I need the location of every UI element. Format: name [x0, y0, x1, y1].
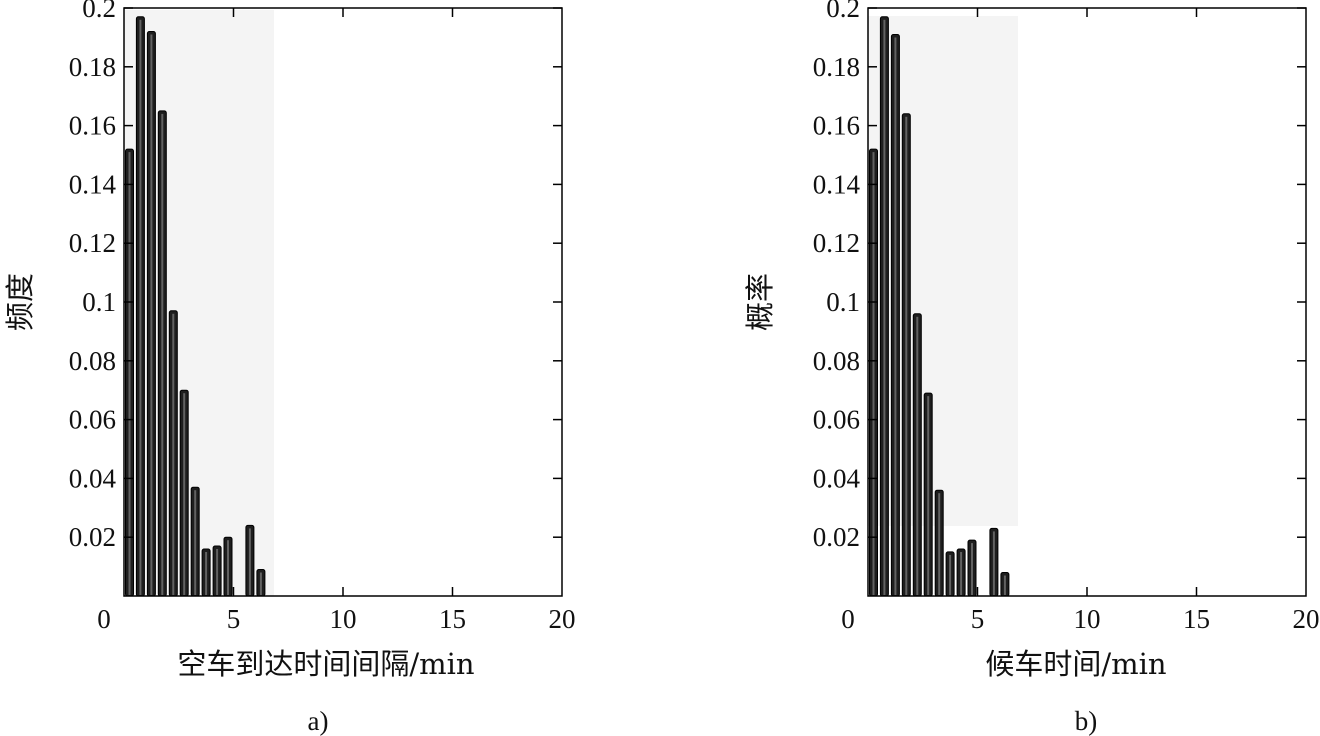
- bar-highlight: [128, 152, 131, 595]
- y-tick-label: 0.08: [69, 346, 116, 376]
- x-tick-label: 0: [841, 604, 855, 634]
- y-tick-label: 0.06: [69, 405, 116, 435]
- bar-highlight: [216, 549, 219, 595]
- bar-highlight: [894, 37, 897, 595]
- bar-highlight: [1003, 575, 1006, 595]
- bar-highlight: [905, 116, 908, 596]
- y-tick-label: 0.12: [69, 228, 116, 258]
- x-axis-ticks: 0 5 10 15 20: [97, 8, 576, 634]
- bar-highlight: [949, 554, 952, 595]
- y-tick-label: 0.12: [813, 228, 860, 258]
- y-tick-label: 0.2: [826, 0, 860, 23]
- y-axis-label: 频度: [3, 273, 37, 331]
- y-tick-label: 0.16: [69, 111, 116, 141]
- bar-highlight: [872, 152, 875, 595]
- y-tick-label: 0.04: [813, 463, 861, 493]
- bar-highlight: [172, 313, 175, 595]
- bar-highlight: [227, 540, 229, 595]
- bar-highlight: [183, 393, 186, 595]
- y-tick-label: 0.2: [82, 0, 116, 23]
- x-tick-label: 15: [1183, 604, 1210, 634]
- panel-label: b): [1075, 706, 1098, 736]
- x-tick-label: 20: [1293, 604, 1320, 634]
- y-tick-label: 0.16: [813, 111, 860, 141]
- y-tick-label: 0.14: [813, 169, 861, 199]
- bar-highlight: [150, 34, 153, 595]
- y-axis-ticks: 0.02 0.04 0.06 0.08 0.1 0.12 0.14 0.16 0.18 0.2: [813, 0, 1306, 552]
- bar-highlight: [883, 19, 886, 596]
- bar-highlight: [194, 490, 197, 595]
- bar-highlight: [205, 552, 208, 595]
- x-axis-label: 空车到达时间间隔/min: [177, 647, 474, 681]
- panel-label: a): [308, 706, 329, 736]
- bar-highlight: [916, 316, 919, 595]
- y-tick-label: 0.1: [826, 287, 860, 317]
- y-tick-label: 0.18: [69, 52, 116, 82]
- y-axis-label: 概率: [743, 273, 777, 331]
- y-tick-label: 0.1: [82, 287, 116, 317]
- x-axis-ticks: 0 5 10 15 20: [841, 8, 1320, 634]
- plot-shaded-region: [868, 16, 1018, 526]
- y-tick-label: 0.06: [813, 405, 860, 435]
- y-tick-label: 0.14: [69, 169, 117, 199]
- y-axis-ticks: 0.02 0.04 0.06 0.08 0.1 0.12 0.14 0.16 0.18 0.2: [69, 0, 562, 552]
- bar-highlight: [248, 528, 251, 595]
- bar-highlight: [938, 493, 941, 595]
- bar-highlight: [992, 531, 995, 595]
- y-tick-label: 0.08: [813, 346, 860, 376]
- x-tick-label: 5: [227, 604, 241, 634]
- y-tick-label: 0.02: [69, 522, 116, 552]
- x-tick-label: 15: [439, 604, 466, 634]
- x-axis-label: 候车时间/min: [985, 647, 1166, 681]
- y-tick-label: 0.04: [69, 463, 117, 493]
- y-tick-label: 0.18: [813, 52, 860, 82]
- x-tick-label: 5: [971, 604, 985, 634]
- chart-panel-a: 0.02 0.04 0.06 0.08 0.1 0.12 0.14 0.16 0.18 0.2 0…: [3, 0, 576, 736]
- x-tick-label: 20: [549, 604, 576, 634]
- x-tick-label: 10: [1074, 604, 1101, 634]
- x-tick-label: 10: [330, 604, 357, 634]
- bar-highlight: [971, 543, 973, 595]
- bar-highlight: [139, 19, 142, 596]
- y-tick-label: 0.02: [813, 522, 860, 552]
- bar-highlight: [927, 396, 930, 595]
- x-tick-label: 0: [97, 604, 111, 634]
- bar-group: [869, 16, 1010, 597]
- bar-highlight: [960, 552, 963, 595]
- bar-highlight: [161, 113, 164, 596]
- chart-panel-b: 0.02 0.04 0.06 0.08 0.1 0.12 0.14 0.16 0.18 0.2 0…: [743, 0, 1320, 736]
- bar-highlight: [259, 572, 262, 595]
